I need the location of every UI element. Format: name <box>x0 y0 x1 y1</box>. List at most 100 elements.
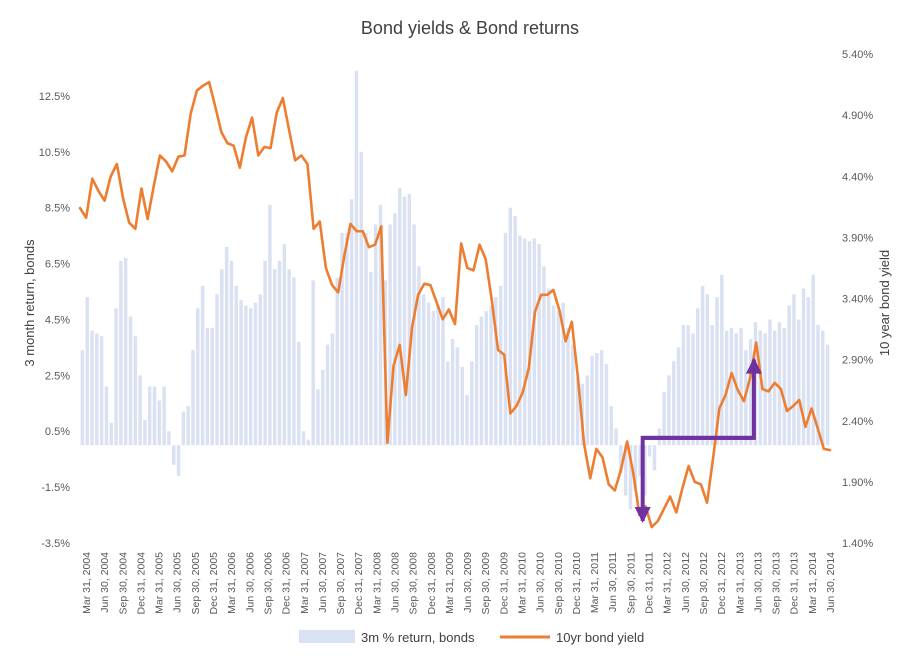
x-tick-label: Sep 30, 2007 <box>335 552 347 615</box>
left-tick-label: -1.5% <box>41 482 70 494</box>
bar <box>335 277 339 446</box>
right-tick-label: 1.90% <box>842 477 873 489</box>
x-tick-label: Sep 30, 2008 <box>408 552 420 615</box>
bar <box>542 266 546 446</box>
left-axis-title: 3 month return, bonds <box>22 239 37 367</box>
right-tick-label: 4.40% <box>842 171 873 183</box>
right-axis-title: 10 year bond yield <box>877 250 892 356</box>
bar <box>633 445 638 490</box>
bar <box>503 232 508 446</box>
x-tick-label: Sep 30, 2013 <box>771 552 783 615</box>
bar <box>647 445 652 457</box>
bar <box>128 316 133 446</box>
bar <box>715 297 719 446</box>
bar <box>99 336 104 446</box>
left-tick-label: 8.5% <box>45 203 70 215</box>
bar <box>176 445 181 476</box>
bar <box>349 199 354 446</box>
bar <box>470 361 474 446</box>
bar <box>748 339 753 446</box>
bar <box>277 260 282 446</box>
bar <box>373 224 378 446</box>
left-tick-label: 0.5% <box>45 426 70 438</box>
legend-bar-swatch <box>299 630 355 643</box>
bar <box>297 341 301 446</box>
bar <box>282 244 287 446</box>
bar <box>205 327 210 446</box>
x-tick-label: Sep 30, 2011 <box>625 552 637 614</box>
x-tick-label: Sep 30, 2006 <box>262 552 274 615</box>
bar <box>441 297 445 446</box>
bar <box>710 325 714 446</box>
bar <box>431 311 436 446</box>
bar <box>494 297 498 446</box>
bar <box>792 294 796 446</box>
bar <box>321 369 325 446</box>
bar <box>210 327 214 446</box>
bar <box>229 260 234 446</box>
bar <box>739 327 743 446</box>
bar <box>551 305 556 446</box>
bar <box>566 327 570 446</box>
x-tick-label: Jun 30, 2009 <box>462 552 474 613</box>
bar <box>147 386 152 446</box>
bar <box>816 325 820 446</box>
arrowhead-icon <box>745 357 762 374</box>
x-tick-label: Dec 31, 2007 <box>353 552 365 615</box>
bar <box>80 350 85 446</box>
bar <box>489 305 493 446</box>
bar <box>152 386 157 446</box>
bar <box>522 238 527 446</box>
x-tick-label: Dec 31, 2009 <box>498 552 510 615</box>
bar <box>224 246 229 446</box>
x-tick-label: Mar 31, 2005 <box>154 552 166 614</box>
bar <box>253 302 258 446</box>
bar <box>575 378 580 446</box>
bar <box>556 311 561 446</box>
x-tick-label: Mar 31, 2012 <box>662 552 674 614</box>
left-tick-label: -3.5% <box>41 538 70 550</box>
bar <box>397 188 402 446</box>
x-tick-label: Dec 31, 2006 <box>281 552 293 615</box>
bar <box>479 316 484 446</box>
bar <box>561 302 565 446</box>
bar <box>157 400 162 446</box>
bar <box>537 244 541 446</box>
bar <box>220 269 224 446</box>
right-tick-label: 3.40% <box>842 294 873 306</box>
x-tick-label: Dec 31, 2011 <box>644 552 656 614</box>
legend-line-label: 10yr bond yield <box>556 630 644 645</box>
bar <box>801 288 806 446</box>
bar <box>768 319 772 446</box>
bar <box>806 297 811 446</box>
bar <box>638 445 642 476</box>
left-tick-label: 6.5% <box>45 259 70 271</box>
bar <box>407 193 412 446</box>
x-tick-label: Mar 31, 2009 <box>444 552 456 614</box>
bar <box>248 308 253 446</box>
x-tick-label: Mar 31, 2013 <box>734 552 746 614</box>
bar <box>498 285 503 446</box>
right-tick-label: 2.90% <box>842 355 873 367</box>
bar <box>619 445 623 474</box>
bar <box>821 330 825 446</box>
x-tick-label: Mar 31, 2008 <box>371 552 383 614</box>
x-tick-label: Dec 31, 2012 <box>716 552 728 615</box>
bar <box>811 274 815 446</box>
x-tick-label: Jun 30, 2010 <box>535 552 547 613</box>
bar <box>700 285 705 446</box>
bar <box>797 319 801 446</box>
bar <box>109 422 113 446</box>
bar <box>119 260 123 446</box>
left-axis-ticks: 12.5% 10.5% 8.5% 6.5% 4.5% 2.5% 0.5% -1.5% -3.5% <box>39 91 70 550</box>
bar <box>691 333 695 446</box>
bar <box>393 213 397 446</box>
bar <box>532 238 537 446</box>
bar <box>825 344 830 446</box>
bar <box>609 406 613 446</box>
bar <box>729 327 734 446</box>
legend: 3m % return, bonds 10yr bond yield <box>299 630 644 645</box>
x-tick-label: Jun 30, 2004 <box>99 552 111 613</box>
x-tick-label: Sep 30, 2010 <box>553 552 565 615</box>
